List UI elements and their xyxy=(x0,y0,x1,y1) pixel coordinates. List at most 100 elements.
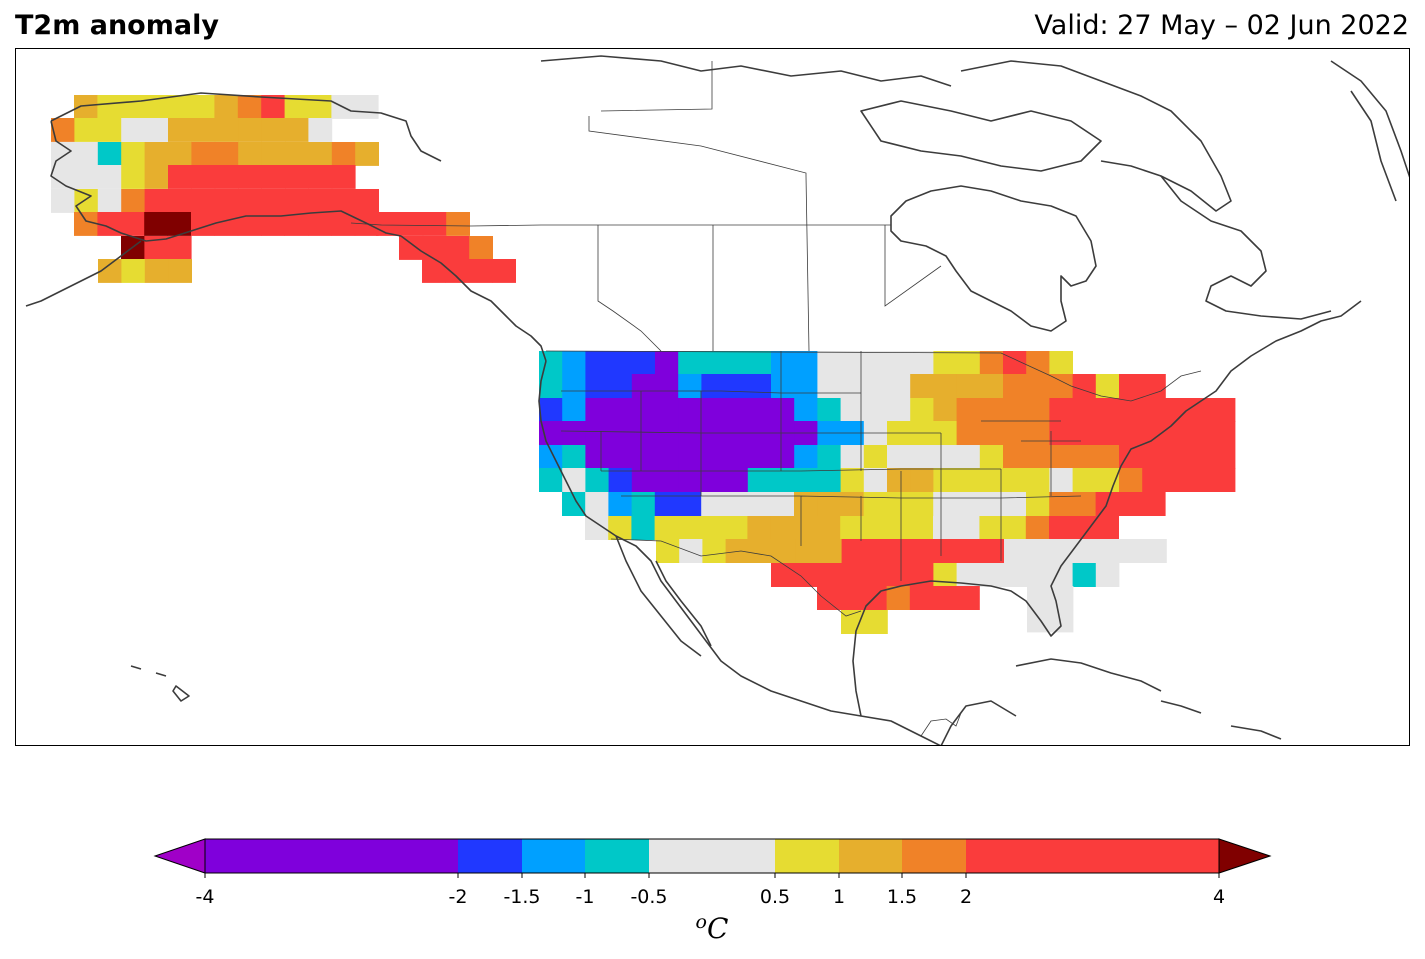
anomaly-cell xyxy=(1142,374,1166,398)
alaska-canada-border xyxy=(350,222,891,227)
anomaly-cell xyxy=(144,142,169,166)
west-coast xyxy=(538,360,941,745)
anomaly-cell xyxy=(51,189,75,213)
anomaly-cell xyxy=(747,374,772,398)
anomaly-cell xyxy=(1003,398,1027,422)
anomaly-cell xyxy=(887,351,911,375)
labrador-coastline xyxy=(1160,175,1332,320)
anomaly-cell xyxy=(214,165,239,189)
anomaly-cell xyxy=(308,95,332,119)
anomaly-cell xyxy=(818,539,842,563)
anomaly-cell xyxy=(562,492,586,516)
anomaly-cell xyxy=(1165,421,1189,445)
anomaly-cell xyxy=(1049,445,1073,469)
anomaly-cell xyxy=(285,142,309,166)
anomaly-cell xyxy=(678,468,702,492)
anomaly-cell xyxy=(191,118,216,142)
colorbar-unit-prefix: o xyxy=(696,911,707,933)
anomaly-cell xyxy=(74,95,98,119)
anomaly-cell xyxy=(956,492,980,516)
anomaly-cell xyxy=(1211,468,1236,492)
anomaly-cell xyxy=(794,398,818,422)
colorbar-unit: oC xyxy=(696,911,729,945)
anomaly-cell xyxy=(1142,492,1166,516)
anomaly-cell xyxy=(1049,351,1073,375)
anomaly-cell xyxy=(933,351,957,375)
anomaly-cell xyxy=(863,563,888,587)
anomaly-cell xyxy=(237,95,262,119)
anomaly-cell xyxy=(1026,398,1050,422)
anomaly-cell xyxy=(562,445,586,469)
anomaly-cell xyxy=(678,492,702,516)
colorbar-tick-label: 0.5 xyxy=(760,886,790,908)
anomaly-cell xyxy=(1026,563,1050,587)
anomaly-cell xyxy=(1095,445,1120,469)
anomaly-cell xyxy=(910,445,934,469)
anomaly-cell xyxy=(492,259,516,283)
anomaly-cell xyxy=(1142,468,1166,492)
anomaly-cell xyxy=(1003,445,1027,469)
anomaly-cell xyxy=(1119,398,1143,422)
anomaly-cell xyxy=(678,351,702,375)
anomaly-cell xyxy=(817,516,841,540)
anomaly-cell xyxy=(1165,398,1189,422)
arctic-islands xyxy=(540,55,1232,212)
anomaly-cell xyxy=(956,374,981,398)
anomaly-cell xyxy=(631,374,656,398)
anomaly-cell xyxy=(261,142,286,166)
anomaly-cell xyxy=(97,165,122,189)
anomaly-cell xyxy=(979,468,1004,492)
anomaly-cell xyxy=(144,212,168,236)
anomaly-cell xyxy=(863,468,888,492)
anomaly-cell xyxy=(979,516,1003,540)
colorbar-bin xyxy=(522,839,585,873)
anomaly-cell xyxy=(422,259,446,283)
anomaly-cell xyxy=(1072,445,1097,469)
anomaly-cell xyxy=(1050,539,1074,563)
anomaly-cell xyxy=(51,165,75,189)
anomaly-cell xyxy=(980,539,1005,563)
anomaly-cell xyxy=(168,189,192,213)
anomaly-cell xyxy=(168,165,192,189)
anomaly-cell xyxy=(1119,468,1143,492)
anomaly-cell xyxy=(794,374,818,398)
anomaly-cell xyxy=(1072,421,1097,445)
hawaii-islands xyxy=(130,665,190,702)
anomaly-cell xyxy=(97,189,122,213)
anomaly-cell xyxy=(1026,492,1050,516)
anomaly-cell xyxy=(1026,374,1050,398)
anomaly-cell xyxy=(446,212,470,236)
anomaly-cell xyxy=(144,189,169,213)
anomaly-cell xyxy=(1049,398,1073,422)
anomaly-cell xyxy=(308,142,333,166)
anomaly-cell xyxy=(74,189,99,213)
us-mexico-border xyxy=(610,538,862,617)
anomaly-cell xyxy=(1118,492,1143,516)
anomaly-cell xyxy=(933,563,957,587)
anomaly-cell xyxy=(191,189,216,213)
anomaly-cell xyxy=(747,516,771,540)
anomaly-cell xyxy=(840,586,864,610)
anomaly-cell xyxy=(331,189,356,213)
anomaly-cell xyxy=(608,398,633,422)
anomaly-cell xyxy=(144,165,169,189)
anomaly-cell xyxy=(725,539,750,563)
colorbar-bin xyxy=(839,839,902,873)
colorbar-tick-label: 1.5 xyxy=(887,886,917,908)
anomaly-cell xyxy=(888,539,912,563)
anomaly-cell xyxy=(678,374,702,398)
anomaly-cell xyxy=(120,212,145,236)
anomaly-cell xyxy=(261,95,285,119)
anomaly-cell xyxy=(445,236,470,260)
anomaly-cell xyxy=(1026,468,1050,492)
anomaly-cell xyxy=(794,563,818,587)
anomaly-cell xyxy=(863,398,888,422)
baja-peninsula xyxy=(615,535,712,657)
anomaly-cell xyxy=(724,516,748,540)
anomaly-cell xyxy=(1072,398,1097,422)
anomaly-cell xyxy=(724,351,749,375)
anomaly-cell xyxy=(747,445,772,469)
anomaly-cell xyxy=(910,398,934,422)
anomaly-cell xyxy=(655,468,679,492)
anomaly-cell xyxy=(840,468,865,492)
